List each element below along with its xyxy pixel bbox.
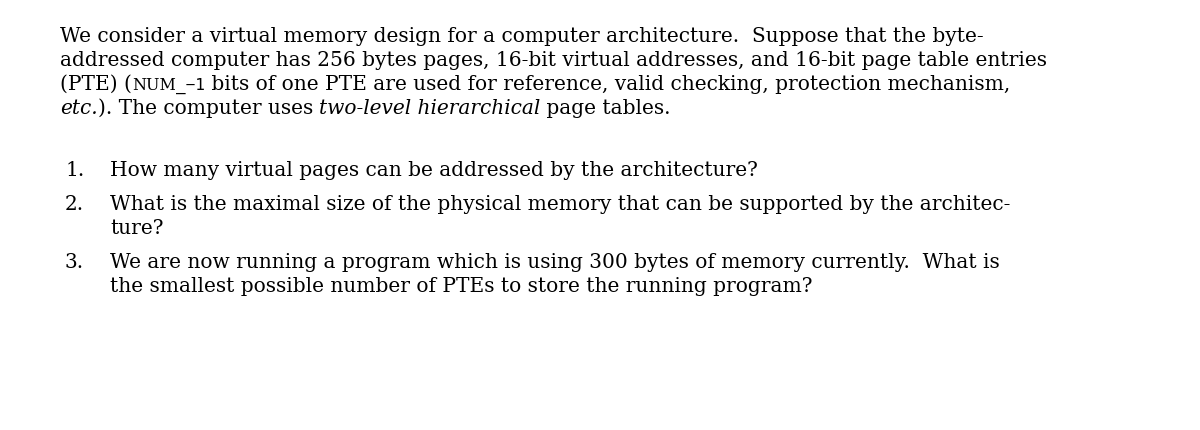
Text: ). The computer uses: ). The computer uses — [97, 98, 319, 118]
Text: How many virtual pages can be addressed by the architecture?: How many virtual pages can be addressed … — [110, 161, 758, 180]
Text: What is the maximal size of the physical memory that can be supported by the arc: What is the maximal size of the physical… — [110, 195, 1010, 214]
Text: ture?: ture? — [110, 219, 163, 238]
Text: two-level hierarchical: two-level hierarchical — [319, 99, 540, 118]
Text: NUM: NUM — [132, 77, 175, 94]
Text: We consider a virtual memory design for a computer architecture.  Suppose that t: We consider a virtual memory design for … — [60, 27, 984, 46]
Text: etc.: etc. — [60, 99, 97, 118]
Text: 3.: 3. — [65, 253, 84, 272]
Text: We are now running a program which is using 300 bytes of memory currently.  What: We are now running a program which is us… — [110, 253, 1000, 272]
Text: (PTE) (: (PTE) ( — [60, 75, 132, 94]
Text: 2.: 2. — [65, 195, 84, 214]
Text: page tables.: page tables. — [540, 99, 671, 118]
Text: the smallest possible number of PTEs to store the running program?: the smallest possible number of PTEs to … — [110, 277, 812, 296]
Text: addressed computer has 256 bytes pages, 16-bit virtual addresses, and 16-bit pag: addressed computer has 256 bytes pages, … — [60, 51, 1046, 70]
Text: bits of one PTE are used for reference, valid checking, protection mechanism,: bits of one PTE are used for reference, … — [205, 75, 1010, 94]
Text: 1.: 1. — [65, 161, 84, 180]
Text: _−1: _−1 — [175, 78, 205, 94]
